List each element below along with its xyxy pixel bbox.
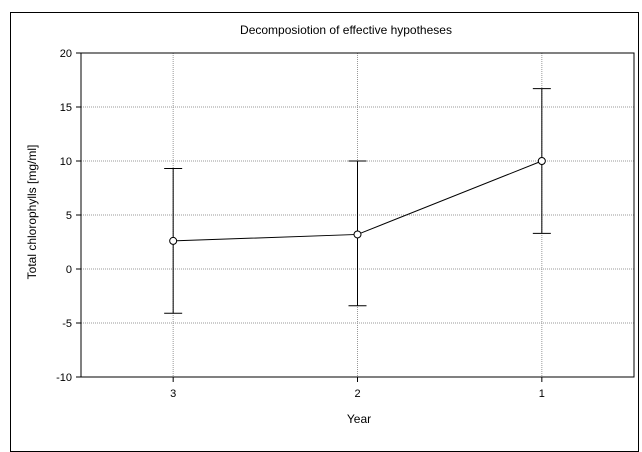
x-axis-label: Year (347, 412, 371, 426)
plot-area: -10 -5 0 5 10 15 20 3 2 1 (56, 48, 635, 400)
y-tick-label: -10 (56, 372, 72, 384)
chart-frame (10, 12, 639, 452)
y-axis-label: Total chlorophylls [mg/ml] (25, 145, 39, 280)
data-point (169, 236, 178, 245)
chart-svg: Decomposiotion of effective hypotheses Y… (25, 23, 635, 426)
y-tick-label: -5 (62, 318, 72, 330)
data-point (353, 230, 362, 239)
y-tick-label: 10 (60, 156, 72, 168)
chart-title: Decomposiotion of effective hypotheses (240, 23, 452, 37)
data-point (537, 157, 546, 165)
y-tick-label: 20 (60, 48, 72, 60)
x-tick-label: 1 (539, 388, 545, 400)
y-tick-label: 0 (66, 264, 72, 276)
y-tick-label: 5 (66, 210, 72, 222)
x-tick-label: 3 (170, 388, 176, 400)
x-tick-label: 2 (354, 388, 360, 400)
y-tick-label: 15 (60, 102, 72, 114)
